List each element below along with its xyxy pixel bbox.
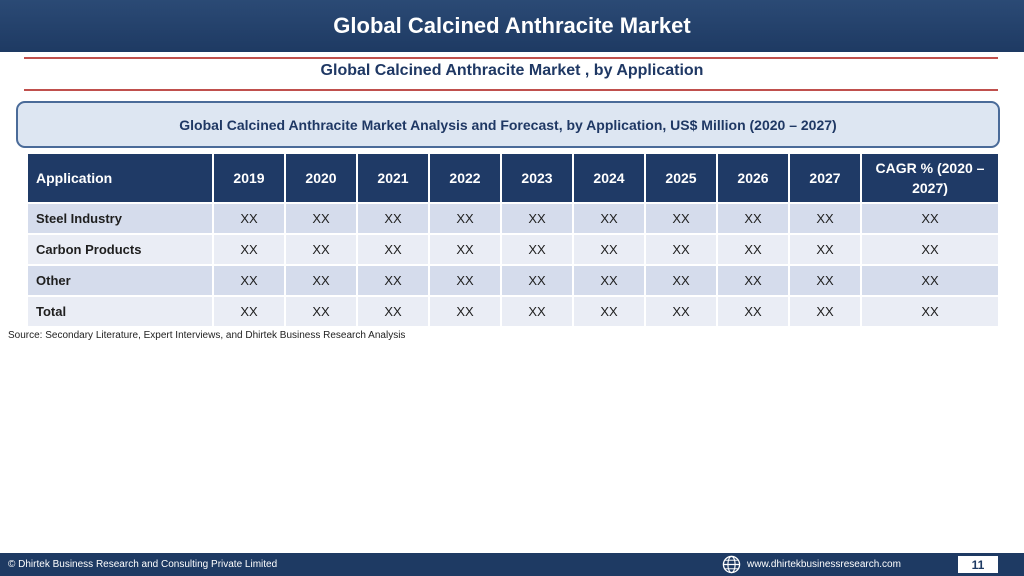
table-row: Total XX XX XX XX XX XX XX XX XX XX (26, 295, 1000, 328)
globe-icon (722, 555, 741, 574)
column-header: 2019 (212, 152, 286, 204)
table-cell: XX (716, 264, 790, 297)
page-title: Global Calcined Anthracite Market (333, 13, 691, 38)
column-header: 2020 (284, 152, 358, 204)
table-cell: XX (356, 264, 430, 297)
table-cell: XX (788, 233, 862, 266)
table-row: Carbon Products XX XX XX XX XX XX XX XX … (26, 233, 1000, 266)
table-cell: XX (428, 202, 502, 235)
column-header: 2025 (644, 152, 718, 204)
table-cell: XX (716, 233, 790, 266)
table-row: Other XX XX XX XX XX XX XX XX XX XX (26, 264, 1000, 297)
table-cell: XX (500, 264, 574, 297)
section-subtitle: Global Calcined Anthracite Market , by A… (320, 62, 704, 79)
table-cell: XX (428, 233, 502, 266)
divider-top (24, 57, 998, 59)
source-note: Source: Secondary Literature, Expert Int… (8, 330, 406, 341)
table-cell: XX (644, 295, 718, 328)
table-cell: XX (644, 264, 718, 297)
table-cell: XX (284, 233, 358, 266)
table-cell: XX (860, 295, 1000, 328)
copyright-text: © Dhirtek Business Research and Consulti… (8, 559, 278, 570)
column-header: CAGR % (2020 – 2027) (860, 152, 1000, 204)
table-row: Steel Industry XX XX XX XX XX XX XX XX X… (26, 202, 1000, 235)
page-number: 11 (971, 557, 985, 572)
market-table: Application 2019 2020 2021 2022 2023 202… (26, 152, 1000, 328)
table-cell: XX (356, 295, 430, 328)
table-cell: XX (212, 295, 286, 328)
column-header: 2021 (356, 152, 430, 204)
table-cell: XX (500, 295, 574, 328)
table-cell: XX (860, 233, 1000, 266)
title-bar: Global Calcined Anthracite Market (0, 0, 1024, 52)
table-cell: XX (356, 233, 430, 266)
table-cell: XX (716, 202, 790, 235)
footer-bar: © Dhirtek Business Research and Consulti… (0, 553, 1024, 576)
column-header: 2026 (716, 152, 790, 204)
table-cell: XX (212, 202, 286, 235)
table-cell: XX (788, 264, 862, 297)
website-link[interactable]: www.dhirtekbusinessresearch.com (747, 559, 901, 570)
row-label: Steel Industry (26, 202, 214, 235)
table-cell: XX (860, 202, 1000, 235)
table-cell: XX (212, 233, 286, 266)
row-label: Other (26, 264, 214, 297)
divider-bottom (24, 89, 998, 91)
table-cell: XX (644, 202, 718, 235)
column-header: 2023 (500, 152, 574, 204)
table-cell: XX (212, 264, 286, 297)
column-header: Application (26, 152, 214, 204)
table-cell: XX (428, 264, 502, 297)
page-number-box: 11 (958, 556, 998, 573)
table-cell: XX (788, 202, 862, 235)
table-cell: XX (572, 264, 646, 297)
table-cell: XX (284, 295, 358, 328)
table-cell: XX (572, 295, 646, 328)
table-cell: XX (860, 264, 1000, 297)
row-label: Carbon Products (26, 233, 214, 266)
table-cell: XX (284, 264, 358, 297)
column-header: 2022 (428, 152, 502, 204)
table-cell: XX (644, 233, 718, 266)
column-header: 2027 (788, 152, 862, 204)
table-caption-box: Global Calcined Anthracite Market Analys… (16, 101, 1000, 148)
table-caption: Global Calcined Anthracite Market Analys… (179, 116, 837, 133)
table-cell: XX (356, 202, 430, 235)
table-cell: XX (428, 295, 502, 328)
table-cell: XX (572, 233, 646, 266)
table-header-row: Application 2019 2020 2021 2022 2023 202… (26, 152, 1000, 204)
table-cell: XX (572, 202, 646, 235)
table-cell: XX (716, 295, 790, 328)
column-header: 2024 (572, 152, 646, 204)
table-cell: XX (284, 202, 358, 235)
table-cell: XX (788, 295, 862, 328)
table-cell: XX (500, 233, 574, 266)
row-label: Total (26, 295, 214, 328)
table-cell: XX (500, 202, 574, 235)
